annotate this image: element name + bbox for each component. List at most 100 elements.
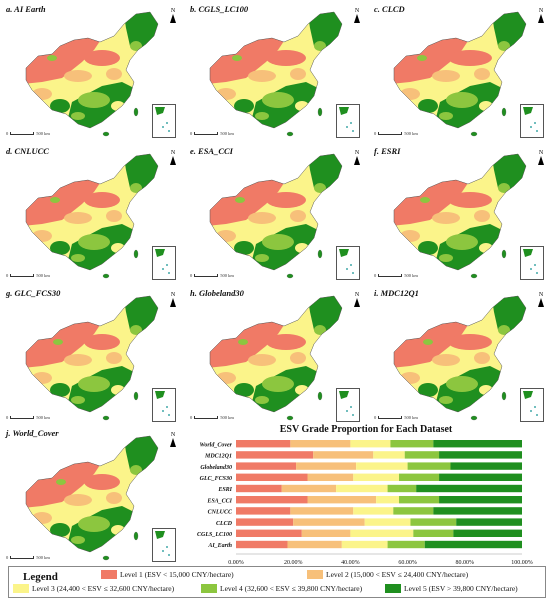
chart-bar-segment: [236, 496, 308, 504]
south-china-sea-inset: [152, 528, 176, 562]
chart-bar-segment: [439, 473, 522, 481]
chart-bar-segment: [290, 440, 351, 448]
chart-bar-segment: [364, 518, 411, 526]
south-china-sea-inset: [520, 104, 544, 138]
north-arrow-shape: [170, 298, 176, 307]
chart-bar-segment: [236, 518, 294, 526]
north-arrow-shape: [354, 156, 360, 165]
south-china-sea-inset: [520, 388, 544, 422]
south-china-sea-inset: [152, 104, 176, 138]
panel-label: h. Globeland30: [190, 288, 244, 298]
north-arrow-shape: [538, 298, 544, 307]
north-arrow-icon: N: [354, 8, 360, 23]
map-panel: b. CGLS_LC100 N 0 500 km: [186, 2, 364, 142]
scale-bar-line: [10, 556, 35, 560]
chart-title: ESV Grade Proportion for Each Dataset: [279, 424, 453, 435]
chart-bar-segment: [296, 462, 357, 470]
scale-bar: 0 500 km: [374, 131, 418, 136]
chart-bar-segment: [353, 507, 394, 515]
north-label: N: [354, 8, 360, 14]
china-esv-map: [25, 11, 159, 137]
legend-swatch-level4: [201, 584, 217, 593]
scale-bar-line: [378, 132, 403, 136]
panel-label: j. World_Cover: [6, 428, 59, 438]
china-esv-map: [25, 153, 159, 279]
north-arrow-icon: N: [170, 432, 176, 447]
scale-zero: 0: [6, 415, 9, 420]
chart-bar-segment: [353, 473, 400, 481]
chart-bar-segment: [236, 473, 308, 481]
north-arrow-icon: N: [170, 150, 176, 165]
panel-label: a. AI Earth: [6, 4, 46, 14]
south-china-sea-inset: [336, 388, 360, 422]
esv-grade-chart: ESV Grade Proportion for Each Dataset Wo…: [188, 424, 544, 566]
chart-bar-segment: [376, 496, 400, 504]
chart-x-tick-label: 60.00%: [398, 560, 417, 564]
china-esv-map: [393, 295, 527, 421]
chart-category-label: GLC_FCS30: [200, 476, 232, 482]
legend-item-level4: Level 4 (32,600 < ESV ≤ 39,800 CNY/hecta…: [201, 584, 362, 593]
map-panel: e. ESA_CCI N 0 500 km: [186, 144, 364, 284]
legend-item-level2: Level 2 (15,000 < ESV ≤ 24,400 CNY/hecta…: [307, 570, 468, 579]
legend-swatch-level3: [13, 584, 29, 593]
chart-bar-segment: [387, 540, 425, 549]
chart-bar-segment: [433, 440, 522, 448]
scale-bar-line: [10, 274, 35, 278]
south-china-sea-inset: [336, 246, 360, 280]
legend-swatch-level2: [307, 570, 323, 579]
chart-bar-segment: [399, 473, 440, 481]
chart-bar-segment: [413, 529, 454, 537]
scale-bar: 0 500 km: [6, 415, 50, 420]
china-esv-map: [209, 295, 343, 421]
north-arrow-icon: N: [354, 150, 360, 165]
map-panel: j. World_Cover N 0 500 km: [2, 426, 180, 566]
chart-bar-segment: [410, 518, 457, 526]
panel-label: c. CLCD: [374, 4, 405, 14]
panel-label: b. CGLS_LC100: [190, 4, 249, 14]
north-arrow-shape: [538, 156, 544, 165]
china-esv-map: [25, 435, 159, 561]
map-panel: d. CNLUCC N 0 500 km: [2, 144, 180, 284]
scale-bar: 0 500 km: [374, 415, 418, 420]
north-arrow-shape: [170, 156, 176, 165]
scale-bar-line: [194, 416, 219, 420]
map-panel: i. MDC12Q1 N 0 500 km: [370, 286, 548, 426]
legend-item-level3: Level 3 (24,400 < ESV ≤ 32,600 CNY/hecta…: [13, 584, 174, 593]
chart-bar-segment: [424, 540, 522, 549]
north-arrow-shape: [170, 14, 176, 23]
north-arrow-icon: N: [538, 292, 544, 307]
scale-label: 500 km: [220, 415, 234, 420]
chart-bar-segment: [393, 507, 434, 515]
legend-item-level1: Level 1 (ESV < 15,000 CNY/hectare): [101, 570, 234, 579]
north-label: N: [538, 150, 544, 156]
panel-label: e. ESA_CCI: [190, 146, 233, 156]
chart-bar-segment: [307, 496, 377, 504]
chart-bar-segment: [236, 462, 297, 470]
chart-x-tick-label: 20.00%: [284, 560, 303, 564]
panel-label: i. MDC12Q1: [374, 288, 419, 298]
chart-bar-segment: [236, 529, 302, 537]
chart-category-label: ESA_CCI: [206, 498, 232, 504]
chart-bar-segment: [236, 440, 291, 448]
chart-x-tick-label: 80.00%: [456, 560, 475, 564]
chart-bar-segment: [450, 462, 522, 470]
chart-bar-segment: [313, 451, 374, 459]
chart-bar-segment: [456, 518, 522, 526]
scale-bar: 0 500 km: [190, 415, 234, 420]
scale-label: 500 km: [36, 131, 50, 136]
north-arrow-shape: [354, 14, 360, 23]
chart-bar-segment: [293, 518, 365, 526]
chart-bar-segment: [336, 484, 388, 493]
north-arrow-shape: [538, 14, 544, 23]
legend-label-level5: Level 5 (ESV > 39,800 CNY/hectare): [404, 584, 518, 593]
scale-bar: 0 500 km: [6, 131, 50, 136]
panel-label: g. GLC_FCS30: [6, 288, 61, 298]
scale-bar-line: [10, 132, 35, 136]
scale-bar-line: [10, 416, 35, 420]
chart-bar-segment: [390, 440, 434, 448]
map-panel: c. CLCD N 0 500 km: [370, 2, 548, 142]
scale-label: 500 km: [404, 131, 418, 136]
north-arrow-shape: [170, 438, 176, 447]
north-arrow-icon: N: [354, 292, 360, 307]
china-esv-map: [393, 11, 527, 137]
